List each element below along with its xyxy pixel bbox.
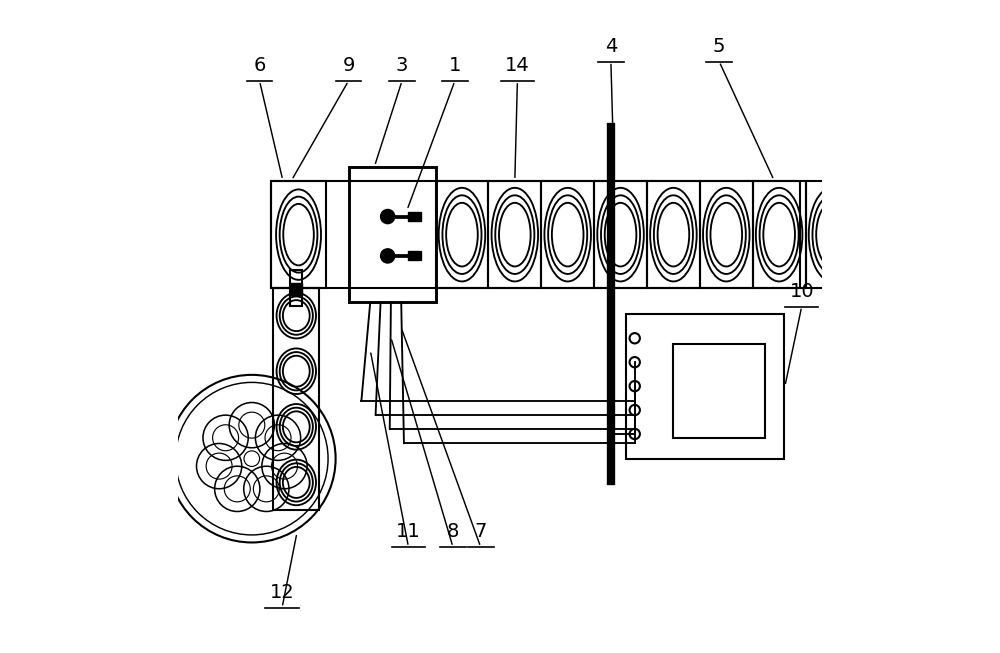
Bar [806, 182, 858, 288]
Text: 11: 11 [396, 522, 421, 541]
Text: 1: 1 [449, 56, 461, 75]
Bar [594, 182, 647, 288]
Circle shape [381, 210, 395, 223]
Bar [408, 251, 421, 261]
Bar [290, 283, 302, 295]
Bar [700, 182, 753, 288]
Bar [349, 167, 436, 302]
Bar [271, 182, 800, 288]
Bar [626, 313, 784, 458]
Circle shape [381, 249, 395, 263]
Bar [541, 182, 594, 288]
Text: 5: 5 [713, 37, 725, 56]
Text: 9: 9 [342, 56, 355, 75]
Text: 6: 6 [253, 56, 266, 75]
Bar [753, 182, 806, 288]
Bar [647, 182, 700, 288]
Text: 10: 10 [789, 281, 814, 300]
Bar [271, 182, 326, 288]
Text: 12: 12 [270, 582, 294, 601]
Bar [488, 182, 541, 288]
Text: 7: 7 [474, 522, 487, 541]
Bar [273, 288, 319, 510]
Text: 8: 8 [447, 522, 459, 541]
Bar [408, 212, 421, 221]
Bar [290, 270, 302, 306]
Text: 3: 3 [396, 56, 408, 75]
Text: 4: 4 [605, 37, 617, 56]
Bar [673, 344, 765, 438]
Bar [436, 182, 488, 288]
Text: 14: 14 [505, 56, 530, 75]
